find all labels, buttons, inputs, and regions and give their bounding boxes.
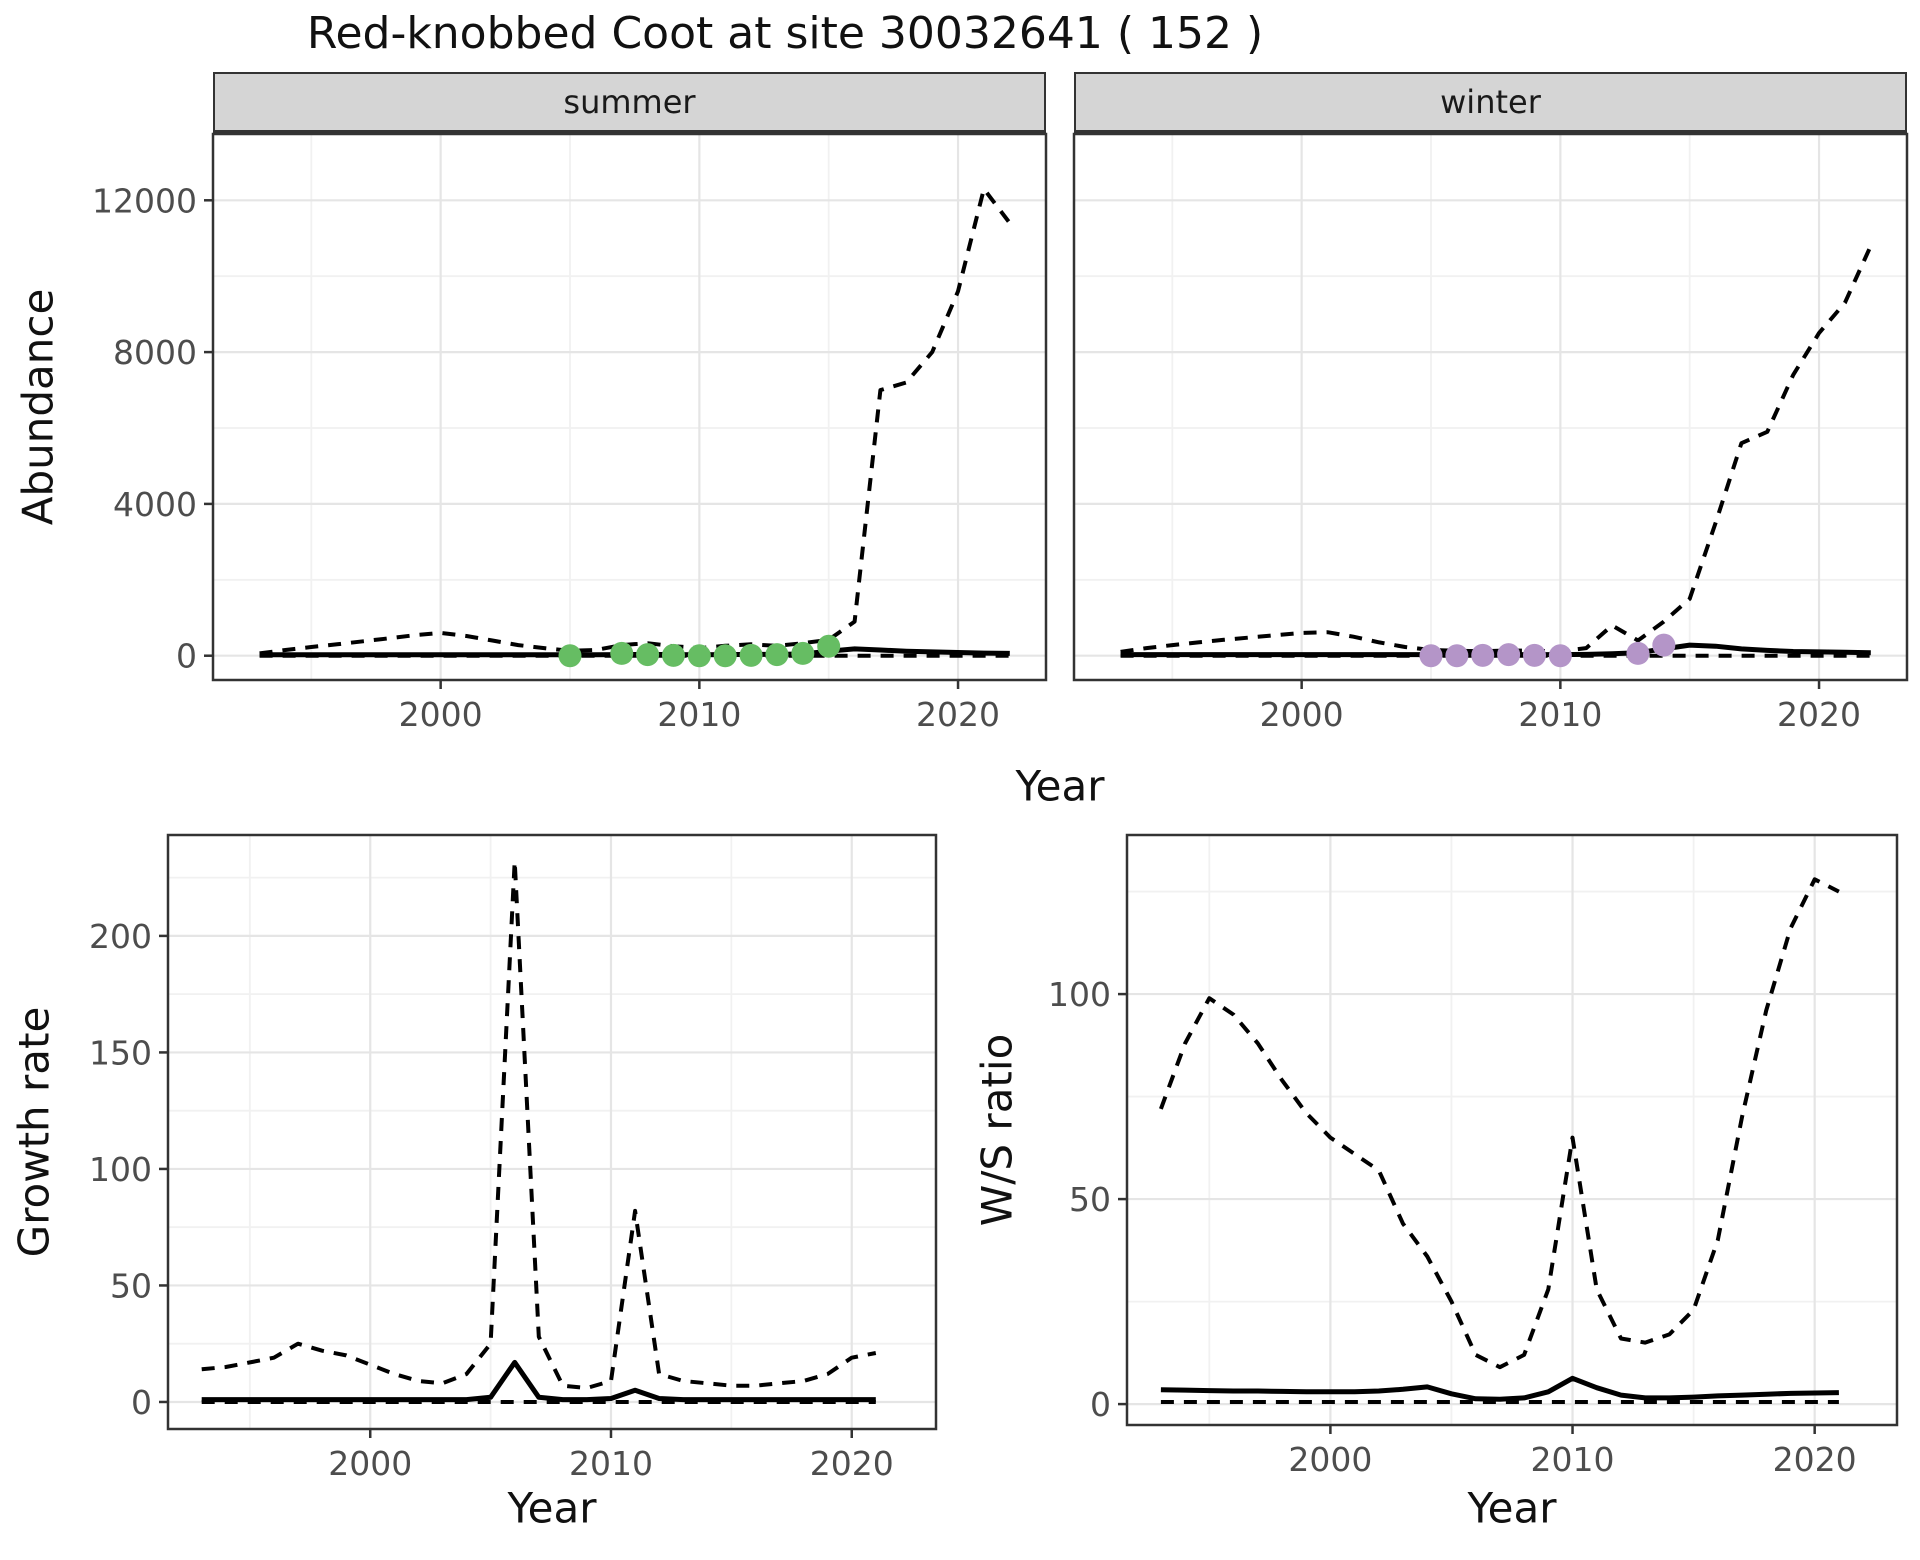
svg-text:2000: 2000 xyxy=(328,1444,412,1483)
svg-text:2010: 2010 xyxy=(1518,695,1602,734)
facet-label-summer: summer xyxy=(563,83,696,121)
svg-text:200: 200 xyxy=(89,917,152,956)
svg-text:100: 100 xyxy=(89,1150,152,1189)
svg-text:50: 50 xyxy=(110,1266,152,1305)
x-axis-title-year-growth: Year xyxy=(507,1483,597,1533)
svg-text:2010: 2010 xyxy=(1531,1440,1615,1479)
svg-text:2020: 2020 xyxy=(1773,1440,1857,1479)
svg-text:50: 50 xyxy=(1069,1180,1111,1219)
svg-text:2020: 2020 xyxy=(810,1444,894,1483)
svg-text:100: 100 xyxy=(1048,975,1111,1014)
x-axis-title-year-ws: Year xyxy=(1467,1483,1557,1533)
svg-text:8000: 8000 xyxy=(113,333,197,372)
svg-text:12000: 12000 xyxy=(92,181,197,220)
svg-text:2000: 2000 xyxy=(1260,695,1344,734)
svg-text:2020: 2020 xyxy=(1777,695,1861,734)
svg-text:4000: 4000 xyxy=(113,485,197,524)
svg-text:2010: 2010 xyxy=(657,695,741,734)
facet-strip-winter: winter xyxy=(1074,72,1907,134)
svg-text:2000: 2000 xyxy=(399,695,483,734)
svg-text:2000: 2000 xyxy=(1288,1440,1372,1479)
facet-label-winter: winter xyxy=(1440,83,1541,121)
chart-title: Red-knobbed Coot at site 30032641 ( 152 … xyxy=(306,8,1264,59)
svg-text:0: 0 xyxy=(176,637,197,676)
svg-text:150: 150 xyxy=(89,1033,152,1072)
svg-text:0: 0 xyxy=(131,1383,152,1422)
svg-text:0: 0 xyxy=(1090,1385,1111,1424)
facet-strip-summer: summer xyxy=(213,72,1046,134)
svg-text:2020: 2020 xyxy=(916,695,1000,734)
svg-text:2010: 2010 xyxy=(569,1444,653,1483)
x-axis-title-year-top: Year xyxy=(1015,761,1105,811)
